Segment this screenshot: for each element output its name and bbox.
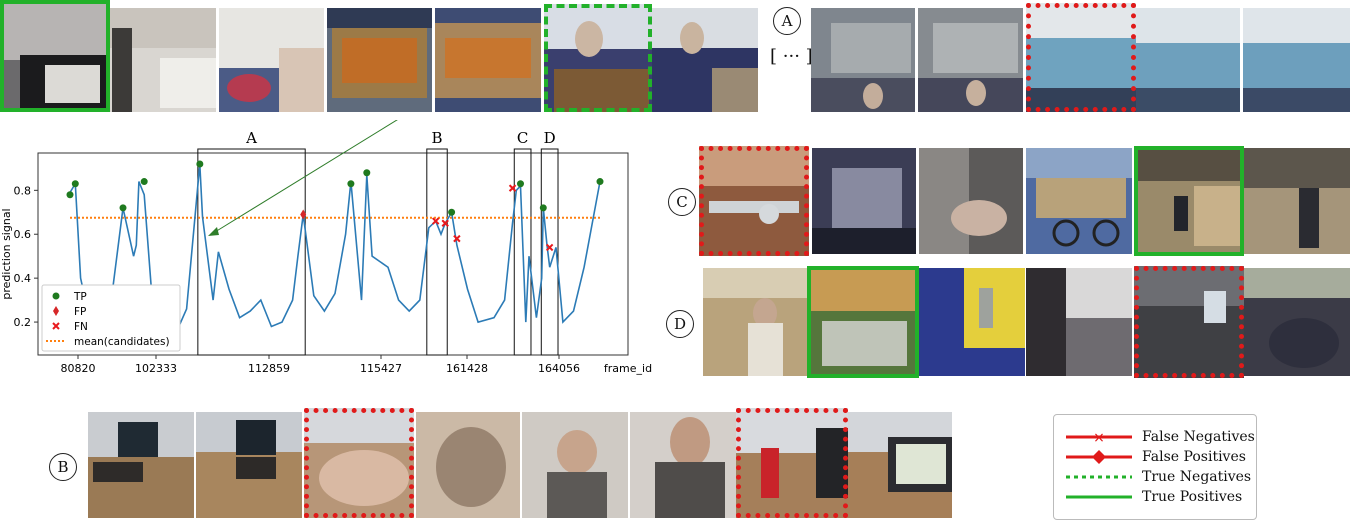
tp-point-9 xyxy=(539,204,547,212)
frame-c-4 xyxy=(1026,148,1132,254)
x-tick-label-1: 102333 xyxy=(135,362,177,375)
tp-point-2 xyxy=(119,204,127,212)
frame-c-3 xyxy=(919,148,1023,254)
frame-a-1 xyxy=(811,8,915,112)
region-label-a: A xyxy=(245,129,257,147)
x-axis-label: frame_id xyxy=(604,362,652,375)
plot-legend-tp-marker xyxy=(52,292,60,300)
tp-point-4 xyxy=(196,160,204,168)
fn-point-1 xyxy=(441,219,449,227)
frame-d-3 xyxy=(919,268,1025,376)
tp-point-3 xyxy=(140,178,148,186)
annotation-arrowhead xyxy=(208,227,219,236)
region-label-c: C xyxy=(517,129,528,147)
legend: × False Negatives False Positives True N… xyxy=(1053,414,1257,520)
frame-top-2 xyxy=(110,8,216,112)
svg-text:×: × xyxy=(1093,430,1105,446)
frame-b-5 xyxy=(522,412,628,518)
sequence-d-marker: D xyxy=(666,310,694,338)
frame-c-5 xyxy=(1134,146,1244,256)
frame-top-4 xyxy=(327,8,432,112)
tp-point-7 xyxy=(448,208,456,216)
x-tick-label-5: 164056 xyxy=(538,362,580,375)
plot-legend-label-2: FN xyxy=(74,321,88,333)
region-box-a xyxy=(197,148,306,356)
sequence-c-marker: C xyxy=(668,188,696,216)
fn-point-2 xyxy=(453,234,461,243)
tp-point-5 xyxy=(347,180,355,188)
region-box-c xyxy=(513,148,532,356)
y-tick-label-1: 0.4 xyxy=(14,272,32,285)
frame-a-5 xyxy=(1243,8,1350,112)
legend-item-false-negatives: × False Negatives xyxy=(1066,429,1255,446)
legend-item-true-positives: True Positives xyxy=(1066,489,1243,505)
plot-legend-fn-marker xyxy=(52,322,60,330)
region-label-b: B xyxy=(432,129,443,147)
annotation-arrow xyxy=(214,120,398,233)
frame-d-4 xyxy=(1026,268,1132,376)
fn-point-4 xyxy=(545,243,554,252)
sequence-a-ellipsis: [ ··· ] xyxy=(770,46,813,67)
frame-a-3 xyxy=(1026,3,1136,112)
fn-point-3 xyxy=(508,184,517,192)
x-tick-label-0: 80820 xyxy=(61,362,96,375)
y-tick-label-0: 0.2 xyxy=(14,316,32,329)
plot-legend-label-0: TP xyxy=(73,291,87,303)
frame-d-1 xyxy=(703,268,807,376)
plot-legend-label-1: FP xyxy=(74,306,86,318)
frame-a-4 xyxy=(1136,8,1240,112)
tp-point-8 xyxy=(517,180,524,188)
region-box-b xyxy=(426,148,448,356)
plot-legend-fp-marker xyxy=(53,306,59,316)
plot-legend xyxy=(41,284,181,352)
x-tick-label-2: 112859 xyxy=(248,362,290,375)
tp-point-10 xyxy=(596,178,604,186)
frame-b-4 xyxy=(416,412,520,518)
frame-d-5 xyxy=(1134,266,1244,378)
legend-item-false-positives: False Positives xyxy=(1064,447,1254,467)
frame-c-1 xyxy=(699,146,809,256)
tp-point-1 xyxy=(71,180,79,188)
frame-top-3 xyxy=(219,8,324,112)
x-tick-label-4: 161428 xyxy=(446,362,488,375)
region-label-d: D xyxy=(544,129,556,147)
region-box-d xyxy=(540,148,559,356)
frame-b-7 xyxy=(736,408,848,518)
y-axis-label: prediction signal xyxy=(0,208,13,299)
frame-d-2 xyxy=(807,266,919,378)
prediction-signal-chart: 0.2 0.4 0.6 0.8 80820 102333 112859 115427 16142… xyxy=(0,120,652,375)
frame-b-2 xyxy=(196,412,302,518)
frame-d-6 xyxy=(1244,268,1350,376)
fp-point-0 xyxy=(300,209,307,220)
y-tick-label-3: 0.8 xyxy=(14,184,32,197)
tp-point-0 xyxy=(66,191,74,199)
tp-point-6 xyxy=(363,169,371,177)
frame-b-3 xyxy=(304,408,414,518)
plot-legend-label-3: mean(candidates) xyxy=(74,336,170,348)
frame-b-8 xyxy=(848,412,952,518)
frame-top-7 xyxy=(652,8,758,112)
frame-b-6 xyxy=(630,412,736,518)
frame-top-5 xyxy=(435,8,541,112)
frame-b-1 xyxy=(88,412,194,518)
fn-point-0 xyxy=(431,217,440,225)
y-tick-label-2: 0.6 xyxy=(14,228,32,241)
frame-a-2 xyxy=(918,8,1023,112)
sequence-b-marker: B xyxy=(49,453,77,481)
frame-top-1 xyxy=(0,0,110,112)
frame-top-6 xyxy=(544,4,652,112)
frame-c-2 xyxy=(812,148,916,254)
sequence-a-marker: A xyxy=(773,7,801,35)
legend-item-true-negatives: True Negatives xyxy=(1066,469,1252,485)
frame-c-6 xyxy=(1244,148,1350,254)
x-tick-label-3: 115427 xyxy=(360,362,402,375)
